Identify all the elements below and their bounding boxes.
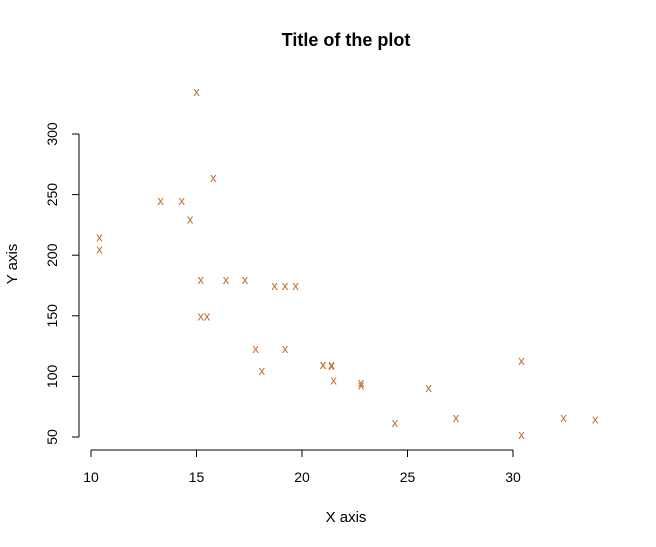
scatter-point: x bbox=[282, 341, 289, 356]
scatter-point: x bbox=[197, 272, 204, 287]
scatter-point: x bbox=[193, 84, 200, 99]
scatter-point: x bbox=[259, 363, 266, 378]
scatter-point: x bbox=[518, 353, 525, 368]
scatter-point: x bbox=[330, 373, 337, 388]
scatter-point: x bbox=[197, 308, 204, 323]
scatter-point: x bbox=[425, 380, 432, 395]
scatter-point: x bbox=[271, 278, 278, 293]
x-axis-label: X axis bbox=[326, 509, 367, 526]
x-tick-label: 15 bbox=[189, 469, 205, 485]
scatter-point: x bbox=[187, 211, 194, 226]
scatter-point: x bbox=[328, 358, 335, 373]
x-tick-label: 20 bbox=[294, 469, 310, 485]
y-tick-label: 50 bbox=[44, 429, 60, 445]
scatter-point: x bbox=[560, 410, 567, 425]
scatter-point: x bbox=[157, 193, 164, 208]
y-axis-label: Y axis bbox=[4, 244, 21, 285]
scatter-point: x bbox=[320, 357, 327, 372]
scatter-point: x bbox=[210, 170, 217, 185]
x-tick-label: 30 bbox=[505, 469, 521, 485]
scatter-point: x bbox=[242, 272, 249, 287]
scatter-point: x bbox=[328, 357, 335, 372]
scatter-point: x bbox=[358, 377, 365, 392]
scatter-point: x bbox=[292, 278, 299, 293]
scatter-point: x bbox=[252, 341, 259, 356]
y-tick-label: 150 bbox=[44, 304, 60, 328]
scatter-point: x bbox=[96, 230, 103, 245]
scatter-point: x bbox=[320, 357, 327, 372]
y-tick-label: 250 bbox=[44, 183, 60, 207]
scatter-point: x bbox=[282, 278, 289, 293]
scatter-point: x bbox=[358, 375, 365, 390]
y-tick-label: 300 bbox=[44, 122, 60, 146]
x-tick-label: 10 bbox=[83, 469, 99, 485]
y-axis-ticks: 50 100 150 200 250 300 bbox=[44, 122, 79, 445]
scatter-point: x bbox=[453, 410, 460, 425]
chart-title: Title of the plot bbox=[282, 30, 411, 50]
scatter-point: x bbox=[592, 411, 599, 426]
scatter-point: x bbox=[178, 193, 185, 208]
x-tick-label: 25 bbox=[400, 469, 416, 485]
scatter-point: x bbox=[223, 272, 230, 287]
scatter-point: x bbox=[392, 415, 399, 430]
scatter-point: x bbox=[204, 308, 211, 323]
y-tick-label: 200 bbox=[44, 243, 60, 267]
scatter-point: x bbox=[96, 242, 103, 257]
y-tick-label: 100 bbox=[44, 365, 60, 389]
scatter-point: x bbox=[518, 427, 525, 442]
x-axis-ticks: 10 15 20 25 30 bbox=[83, 450, 521, 485]
